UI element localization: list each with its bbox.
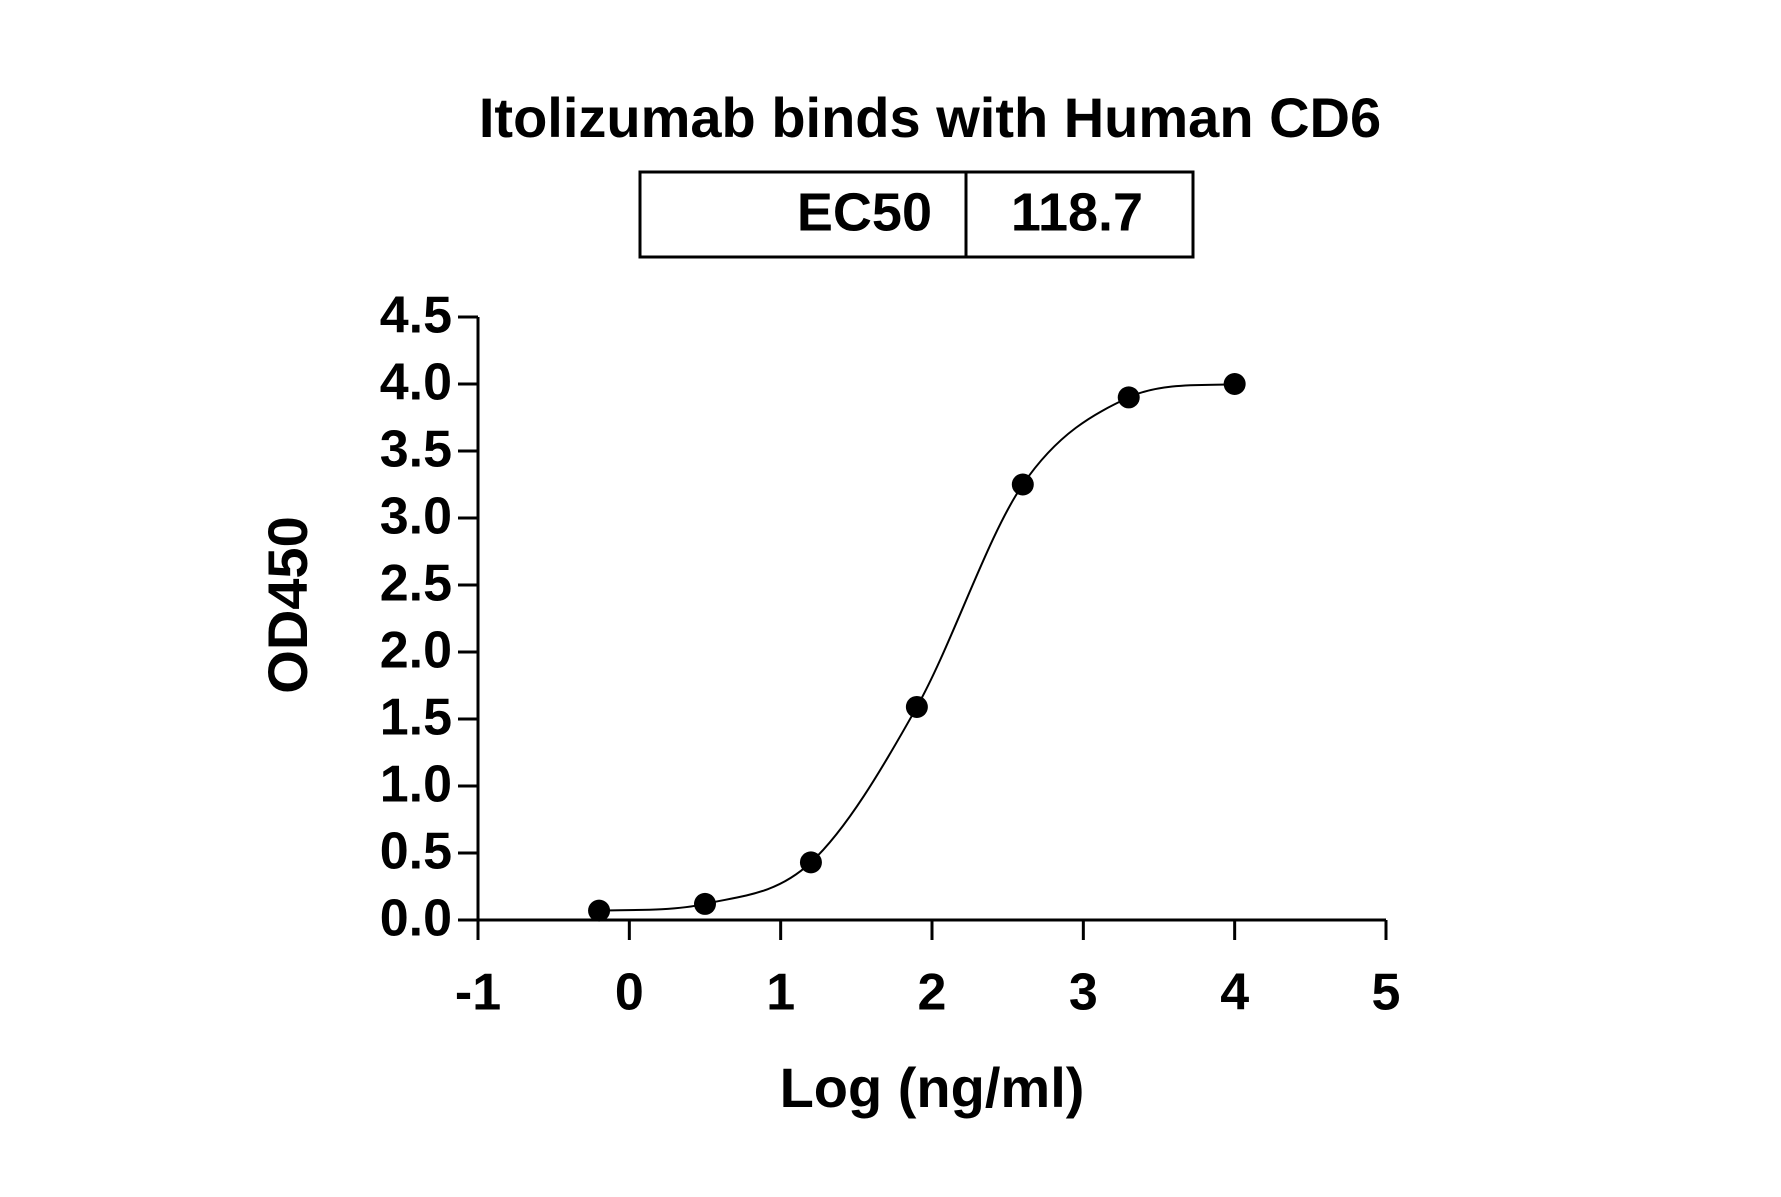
data-point [799,851,822,874]
y-tick-label: 1.5 [380,689,452,747]
ec50-value: 118.7 [1011,182,1143,242]
ec50-label: EC50 [797,182,932,242]
y-tick-label: 3.5 [380,421,452,479]
data-point [905,695,928,718]
y-tick-label: 1.0 [380,756,452,814]
y-tick-label: 2.5 [380,555,452,613]
fit-curve [599,383,1235,912]
chart-title: Itolizumab binds with Human CD6 [479,86,1381,149]
y-tick-label: 0.5 [380,823,452,881]
data-point [1011,473,1034,496]
x-tick-label: 2 [918,964,947,1022]
data-point [588,899,611,922]
x-tick-label: 3 [1069,964,1098,1022]
y-tick-label: 0.0 [380,890,452,948]
data-point [1223,373,1246,395]
x-tick-label: 1 [766,964,795,1022]
x-tick-label: 4 [1220,964,1249,1022]
y-tick-label: 3.0 [380,488,452,546]
data-point [694,892,716,915]
data-point [1117,386,1140,409]
y-tick-label: 2.0 [380,622,452,680]
y-axis-label: OD450 [256,516,319,693]
x-tick-label: -1 [455,964,501,1022]
x-tick-label: 0 [615,964,644,1022]
x-axis-label: Log (ng/ml) [780,1056,1085,1119]
ec50-box [638,170,1195,259]
x-tick-label: 5 [1372,964,1401,1022]
y-tick-label: 4.0 [380,354,452,412]
y-tick-label: 4.5 [380,287,452,345]
